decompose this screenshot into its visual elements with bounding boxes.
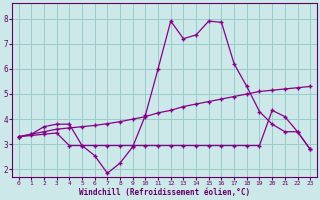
X-axis label: Windchill (Refroidissement éolien,°C): Windchill (Refroidissement éolien,°C)	[79, 188, 250, 197]
